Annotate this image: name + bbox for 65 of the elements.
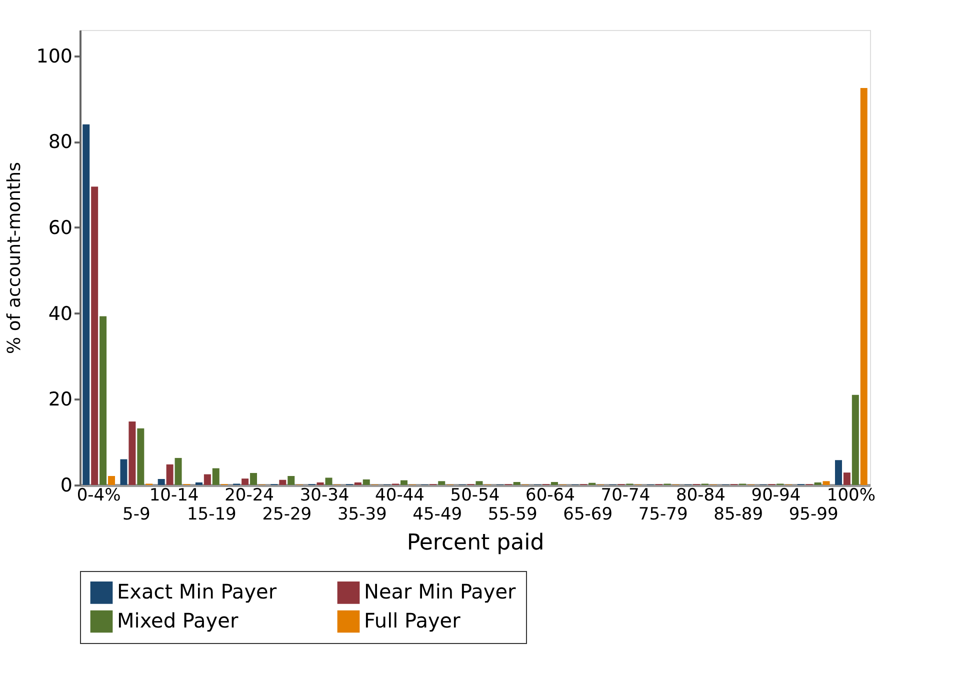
bar <box>400 480 408 485</box>
x-tick-label: 15-19 <box>186 504 236 524</box>
bar <box>834 460 842 485</box>
bar <box>550 482 558 485</box>
x-tick-label: 80-84 <box>676 486 726 506</box>
bar <box>242 478 249 485</box>
bar <box>137 428 144 485</box>
bar <box>325 478 332 485</box>
bar <box>174 458 182 485</box>
x-tick-label: 45-49 <box>412 504 462 524</box>
bar <box>279 480 286 485</box>
bar <box>128 421 136 485</box>
legend-label: Mixed Payer <box>117 608 239 632</box>
y-tick-label: 20 <box>48 388 72 411</box>
y-tick-label: 80 <box>48 131 72 154</box>
x-tick-label: 35-39 <box>337 504 387 524</box>
bar <box>82 124 90 485</box>
x-tick-label: 50-54 <box>450 486 500 506</box>
y-tick-label: 0 <box>60 474 72 496</box>
bar <box>843 472 850 485</box>
bar <box>316 482 324 485</box>
bar <box>822 481 830 485</box>
y-tick-label: 40 <box>48 302 72 325</box>
bar <box>120 459 128 485</box>
y-tick-label: 100 <box>36 45 72 68</box>
bar <box>195 482 202 485</box>
bar <box>250 472 258 485</box>
legend-label: Exact Min Payer <box>117 580 278 604</box>
x-tick-label: 20-24 <box>224 486 274 506</box>
bar <box>513 482 520 485</box>
bar <box>476 481 483 485</box>
x-tick-label: 85-89 <box>714 504 764 524</box>
y-axis-title: % of account-months <box>4 162 26 354</box>
x-tick-label: 10-14 <box>149 486 199 506</box>
x-tick-label: 25-29 <box>262 504 312 524</box>
x-tick-label: 95-99 <box>788 504 838 524</box>
x-tick-label: 75-79 <box>638 504 688 524</box>
bar <box>362 479 370 485</box>
legend-label: Full Payer <box>364 608 462 632</box>
x-axis-title: Percent paid <box>406 530 544 556</box>
bar <box>438 481 446 485</box>
x-tick-label: 65-69 <box>563 504 613 524</box>
bar <box>814 482 822 485</box>
x-tick-label: 40-44 <box>375 486 424 506</box>
bar <box>852 394 859 485</box>
y-tick-label: 60 <box>48 216 72 239</box>
x-tick-label: 5-9 <box>122 504 150 524</box>
bar <box>91 186 98 485</box>
x-tick-label: 0-4% <box>76 486 121 506</box>
x-tick-label: 55-59 <box>488 504 538 524</box>
bar <box>100 316 107 485</box>
legend-label: Near Min Payer <box>364 580 517 604</box>
bar <box>860 88 868 485</box>
bar <box>354 482 362 485</box>
bar <box>204 474 211 485</box>
x-tick-label: 30-34 <box>300 486 350 506</box>
bar <box>288 476 295 485</box>
bar <box>158 478 165 485</box>
x-tick-label: 70-74 <box>600 486 650 506</box>
bar <box>108 476 116 485</box>
bar <box>166 464 174 485</box>
x-tick-label: 100% <box>826 486 876 506</box>
x-tick-label: 60-64 <box>526 486 575 506</box>
x-tick-label: 90-94 <box>751 486 801 506</box>
bar <box>212 468 220 485</box>
